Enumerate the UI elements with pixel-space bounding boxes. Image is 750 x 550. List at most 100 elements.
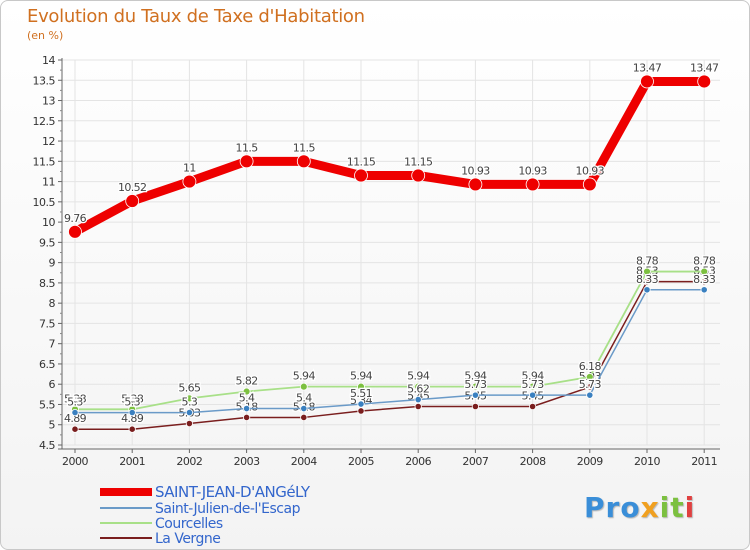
y-tick-label: 4.5 xyxy=(39,439,55,452)
data-label: 10.52 xyxy=(118,181,147,194)
data-point xyxy=(700,286,708,294)
series-line-saint-julien-de-l-escap xyxy=(74,289,705,414)
data-point xyxy=(643,267,651,276)
data-point xyxy=(357,407,365,415)
data-point xyxy=(643,286,651,294)
data-label: 5.73 xyxy=(464,378,487,391)
chart-title: Evolution du Taux de Taxe d'Habitation xyxy=(27,6,365,27)
data-point xyxy=(528,391,537,399)
data-point xyxy=(700,278,708,286)
data-point xyxy=(296,154,311,169)
data-point xyxy=(242,387,251,396)
data-label: 8.78 xyxy=(636,255,659,268)
legend-label: Saint-Julien-de-l'Escap xyxy=(155,501,301,517)
data-point xyxy=(185,419,193,428)
data-label: 10.93 xyxy=(461,164,490,177)
data-label: 5.51 xyxy=(350,387,372,400)
data-point xyxy=(71,408,79,417)
y-tick-label: 11 xyxy=(42,176,55,189)
x-tick-label: 2011 xyxy=(691,455,717,468)
data-point xyxy=(471,391,479,399)
data-point xyxy=(414,396,422,404)
series-line-courcelles xyxy=(74,270,706,411)
data-label: 6.18 xyxy=(579,360,602,373)
x-tick-label: 2006 xyxy=(405,455,431,468)
data-point xyxy=(243,413,251,422)
data-point xyxy=(585,373,594,381)
proxiti-logo: Proxiti xyxy=(584,491,696,524)
data-label: 13.47 xyxy=(633,61,662,74)
data-label: 4.89 xyxy=(121,412,144,425)
data-point xyxy=(300,404,308,413)
data-label: 5.65 xyxy=(178,381,201,394)
data-point xyxy=(700,267,709,276)
data-point xyxy=(414,382,423,391)
y-tick-label: 5.5 xyxy=(39,398,55,411)
y-tick-label: 12 xyxy=(42,135,55,148)
data-point xyxy=(468,177,483,192)
data-label: 5.73 xyxy=(522,378,545,391)
data-point xyxy=(471,382,480,391)
y-axis-unit: (en %) xyxy=(27,29,64,42)
data-label: 9.76 xyxy=(64,212,87,225)
y-tick-label: 12.5 xyxy=(33,115,56,128)
x-tick-label: 2009 xyxy=(577,455,603,468)
data-point xyxy=(525,177,540,192)
data-point xyxy=(643,278,651,286)
data-label: 8.78 xyxy=(693,255,716,268)
data-point xyxy=(243,404,251,413)
x-tick-label: 2003 xyxy=(234,455,260,468)
data-label: 5.3 xyxy=(124,396,140,409)
data-point xyxy=(185,394,194,403)
data-label: 8.33 xyxy=(693,273,716,286)
x-tick-label: 2001 xyxy=(119,455,145,468)
data-label: 5.4 xyxy=(239,392,255,405)
data-label: 11.15 xyxy=(404,156,433,169)
y-tick-label: 6.5 xyxy=(39,358,55,371)
data-label: 5.73 xyxy=(579,378,602,391)
series-line-la-vergne xyxy=(74,280,705,430)
data-label: 5.62 xyxy=(407,383,429,396)
y-tick-label: 8.5 xyxy=(39,277,55,290)
data-label: 5.38 xyxy=(121,392,144,405)
data-point xyxy=(128,425,136,433)
data-point xyxy=(586,383,594,391)
data-point xyxy=(68,224,82,239)
x-tick-label: 2007 xyxy=(462,455,488,468)
y-tick-label: 9.5 xyxy=(39,236,55,249)
data-point xyxy=(71,425,79,433)
data-point xyxy=(640,74,654,89)
data-label: 5.38 xyxy=(64,392,87,405)
data-label: 5.4 xyxy=(296,392,312,405)
legend-label: La Vergne xyxy=(155,531,220,547)
data-point xyxy=(582,177,597,192)
x-tick-label: 2005 xyxy=(348,455,374,468)
data-label: 10.93 xyxy=(576,164,605,177)
legend-label: SAINT-JEAN-D'ANGéLY xyxy=(155,483,311,501)
data-label: 5.94 xyxy=(407,370,430,383)
data-label: 5.3 xyxy=(182,396,198,409)
data-label: 8.33 xyxy=(636,273,659,286)
data-point xyxy=(528,402,537,411)
data-label: 11.5 xyxy=(293,141,316,154)
y-tick-label: 9 xyxy=(49,257,56,270)
y-tick-label: 13.5 xyxy=(33,74,56,87)
x-tick-label: 2004 xyxy=(291,455,317,468)
data-label: 5.82 xyxy=(236,375,258,388)
data-label: 5.94 xyxy=(293,370,316,383)
data-label: 13.47 xyxy=(690,61,719,74)
data-label: 5.94 xyxy=(350,370,373,383)
y-tick-label: 14 xyxy=(42,54,55,67)
x-tick-label: 2000 xyxy=(62,455,88,468)
y-tick-label: 7 xyxy=(49,338,56,351)
data-point xyxy=(697,74,712,89)
y-tick-label: 6 xyxy=(49,378,56,391)
data-point xyxy=(128,408,136,417)
data-point xyxy=(354,168,368,183)
data-point xyxy=(185,408,193,417)
data-point xyxy=(411,168,426,183)
data-label: 10.93 xyxy=(518,164,547,177)
y-tick-label: 13 xyxy=(42,95,55,108)
data-label: 5.94 xyxy=(522,370,545,383)
